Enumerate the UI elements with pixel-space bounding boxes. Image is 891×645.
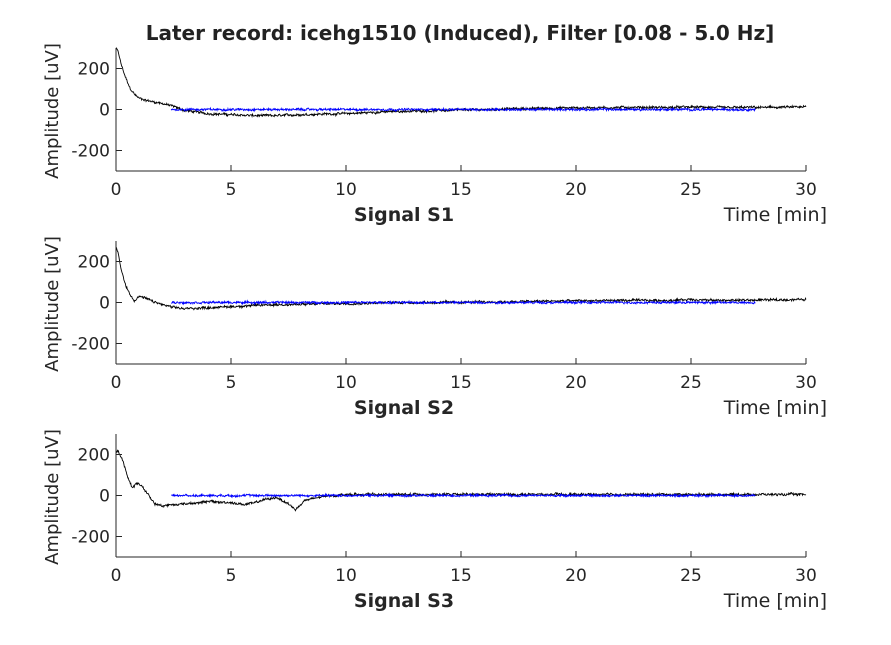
y-tick-label: -200 <box>71 335 110 355</box>
x-tick-label: 5 <box>226 373 237 393</box>
x-tick-label: 15 <box>450 566 472 586</box>
x-axis-label: Time [min] <box>723 204 827 226</box>
y-tick-label: 0 <box>99 101 110 121</box>
x-tick-label: 25 <box>680 180 702 200</box>
x-axis-label: Time [min] <box>723 397 827 419</box>
y-tick-label: 200 <box>78 253 110 273</box>
series-line-filtered <box>170 299 756 306</box>
x-tick-label: 15 <box>450 180 472 200</box>
y-axis-label: Amplitude [uV] <box>42 236 63 372</box>
y-tick-label: 0 <box>99 487 110 507</box>
series-line-filtered <box>170 492 756 499</box>
x-tick-label: 5 <box>226 180 237 200</box>
y-tick-label: -200 <box>71 528 110 548</box>
series-line-filtered <box>170 106 756 113</box>
x-tick-label: 15 <box>450 373 472 393</box>
y-axis-label: Amplitude [uV] <box>42 429 63 565</box>
x-tick-label: 10 <box>335 180 357 200</box>
x-tick-label: 5 <box>226 566 237 586</box>
y-axis-label: Amplitude [uV] <box>42 43 63 179</box>
series-line-raw <box>115 47 807 119</box>
x-tick-label: 30 <box>795 373 817 393</box>
panel-subtitle: Signal S3 <box>354 590 454 612</box>
x-tick-label: 20 <box>565 373 587 393</box>
y-tick-label: 200 <box>78 60 110 80</box>
x-tick-label: 25 <box>680 373 702 393</box>
x-tick-label: 20 <box>565 566 587 586</box>
series-line-raw <box>115 449 807 512</box>
series-line-raw <box>115 247 807 311</box>
panel-signal-s1: Amplitude [uV] Time [min] Signal S1 0 5 10… <box>42 43 827 226</box>
x-tick-label: 10 <box>335 373 357 393</box>
panel-signal-s2: Amplitude [uV] Time [min] Signal S2 0 5 10… <box>42 236 827 419</box>
panel-subtitle: Signal S1 <box>354 204 454 226</box>
x-tick-label: 0 <box>111 373 122 393</box>
x-axis-label: Time [min] <box>723 590 827 612</box>
y-tick-label: 0 <box>99 294 110 314</box>
panel-signal-s3: Amplitude [uV] Time [min] Signal S3 0 5 10… <box>42 429 827 612</box>
x-tick-label: 0 <box>111 566 122 586</box>
x-tick-label: 30 <box>795 180 817 200</box>
x-tick-label: 30 <box>795 566 817 586</box>
chart-title: Later record: icehg1510 (Induced), Filte… <box>146 21 775 45</box>
x-tick-label: 0 <box>111 180 122 200</box>
x-tick-label: 25 <box>680 566 702 586</box>
x-tick-label: 20 <box>565 180 587 200</box>
panel-subtitle: Signal S2 <box>354 397 454 419</box>
y-tick-label: -200 <box>71 142 110 162</box>
y-tick-label: 200 <box>78 446 110 466</box>
x-tick-label: 10 <box>335 566 357 586</box>
